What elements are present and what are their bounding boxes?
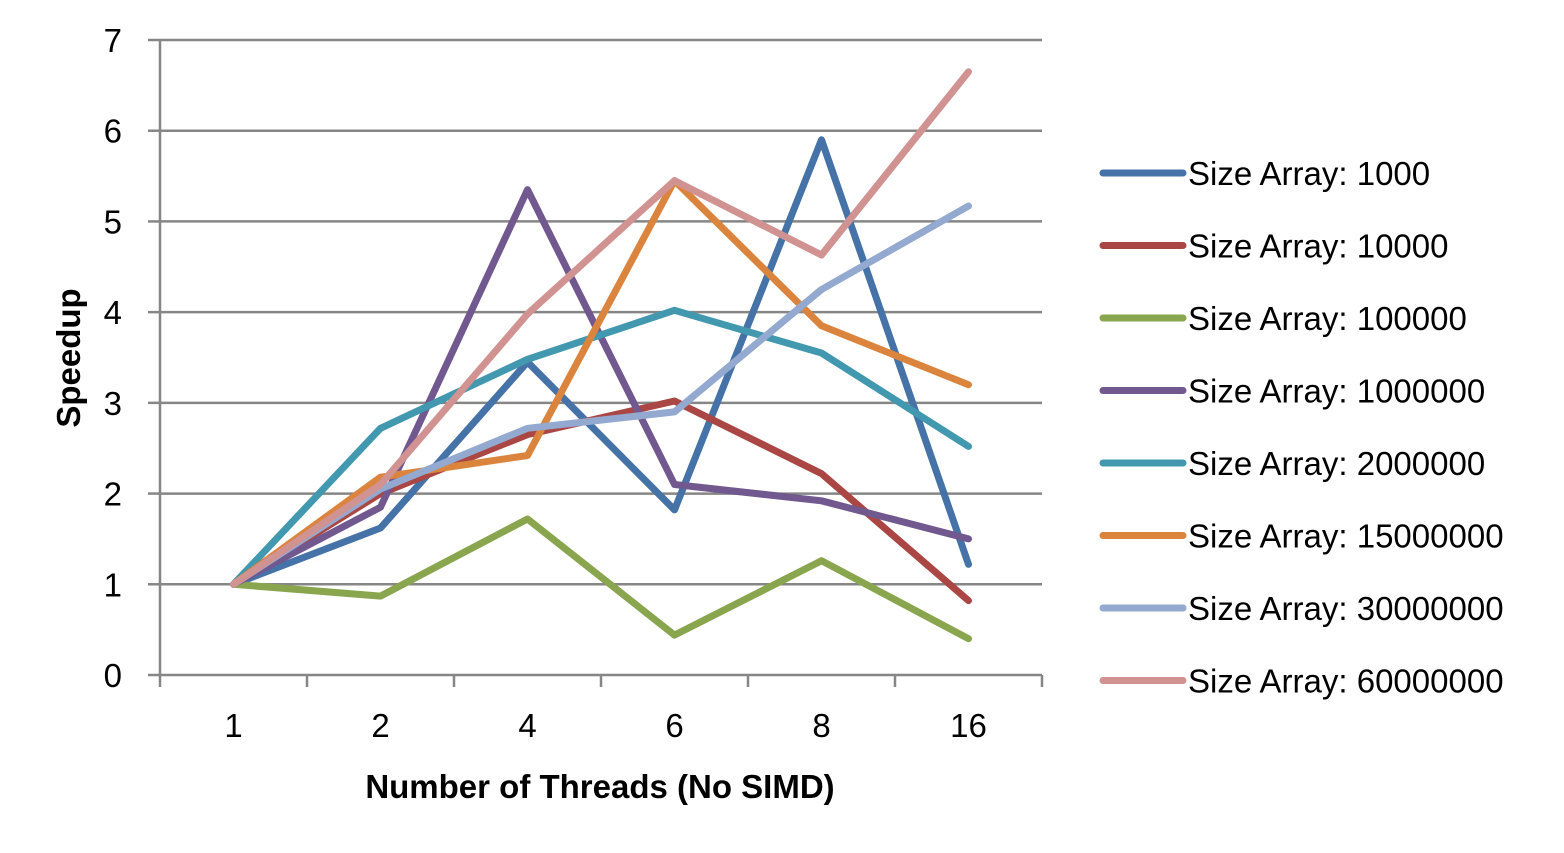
y-tick-label: 7 [104,22,122,59]
legend-label: Size Array: 2000000 [1188,445,1485,482]
legend-label: Size Array: 10000 [1188,228,1449,265]
series-line-3 [230,515,972,643]
axes: 0 1 2 3 4 5 6 7 1 2 4 6 8 16 [104,22,1044,744]
y-tick-label: 4 [104,294,122,331]
legend-label: Size Array: 1000 [1188,155,1430,192]
x-tick-label: 1 [224,707,242,744]
legend-label: Size Array: 100000 [1188,300,1467,337]
y-tick-label: 5 [104,203,122,240]
series-line-1 [230,136,972,588]
x-axis-title: Number of Threads (No SIMD) [365,768,834,805]
legend-label: Size Array: 60000000 [1188,663,1504,700]
legend-label: Size Array: 30000000 [1188,590,1504,627]
legend: Size Array: 1000 Size Array: 10000 Size Ar… [1099,155,1504,700]
x-tick-label: 2 [371,707,389,744]
y-tick-label: 6 [104,113,122,150]
series-line-8 [230,68,972,588]
y-tick-label: 3 [104,385,122,422]
y-tick-label: 0 [104,657,122,694]
legend-label: Size Array: 1000000 [1188,373,1485,410]
series-lines [230,68,972,643]
y-tick-label: 1 [104,566,122,603]
series-line-5 [230,306,972,588]
gridlines [160,38,1042,586]
y-tick-label: 2 [104,476,122,513]
x-tick-label: 16 [950,707,987,744]
x-tick-label: 4 [518,707,536,744]
y-axis-title: Speedup [50,288,87,427]
legend-label: Size Array: 15000000 [1188,518,1504,555]
x-tick-label: 8 [812,707,830,744]
series-line-6 [230,177,972,588]
x-tick-label: 6 [665,707,683,744]
